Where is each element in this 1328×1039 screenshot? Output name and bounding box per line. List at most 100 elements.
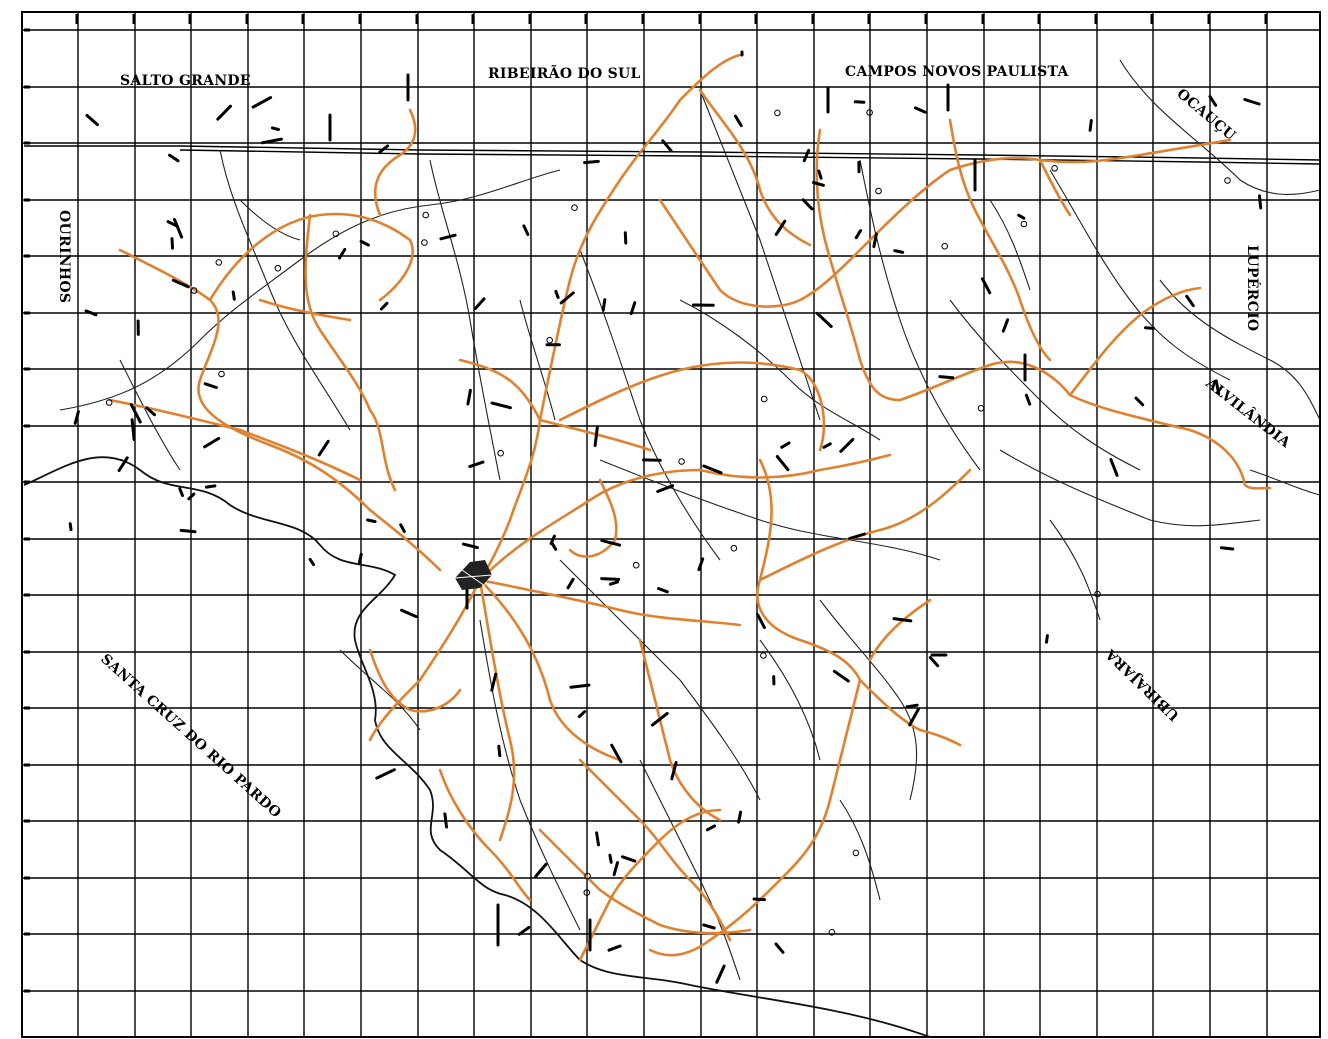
map-frame [21, 11, 1321, 1038]
road-segment [1258, 194, 1263, 210]
road-segment [439, 233, 457, 241]
road-segment [378, 144, 390, 154]
road-segment [1024, 393, 1032, 406]
road-segment [1017, 213, 1026, 220]
road-segment [928, 656, 940, 668]
road-segment [270, 126, 280, 131]
road-segment [774, 219, 787, 236]
road-segment [913, 106, 927, 114]
label-campos-novos-paulista: CAMPOS NOVOS PAULISTA [845, 64, 1069, 80]
label-lupercio: LUPÉRCIO [1244, 245, 1262, 331]
road-segment [517, 926, 531, 936]
point-marker [760, 395, 768, 403]
road-segment [612, 861, 619, 877]
road-segment [468, 460, 485, 469]
unpaved-roads [108, 53, 1272, 962]
road-segment [260, 137, 283, 145]
point-marker [977, 405, 985, 412]
point-marker [546, 336, 554, 344]
road-segments [68, 50, 1263, 984]
road-segment [178, 487, 184, 497]
point-marker [1224, 177, 1231, 184]
road-segment [1001, 318, 1010, 333]
road-segment [130, 418, 136, 441]
point-marker [1094, 590, 1101, 598]
highway-line [24, 145, 1321, 161]
road-segment [715, 964, 726, 984]
road-segment [490, 672, 498, 692]
point-marker [583, 889, 591, 896]
road-segment [697, 557, 705, 572]
road-segment [893, 249, 905, 254]
label-salto-grande: SALTO GRANDE [120, 73, 251, 89]
road-segment [400, 608, 418, 619]
road-segment [187, 492, 196, 501]
road-segment [839, 437, 855, 453]
road-segment [566, 577, 575, 590]
road-segment [443, 812, 448, 829]
point-marker [866, 109, 873, 116]
road-segment [231, 290, 236, 301]
road-segment [780, 441, 791, 449]
road-segment [317, 439, 330, 457]
road-segment [569, 683, 591, 689]
road-segment [853, 100, 866, 104]
road-segment [85, 114, 99, 127]
road-segment [204, 484, 217, 489]
town-center-marker [454, 560, 493, 590]
road-segment [550, 542, 558, 551]
point-marker [274, 264, 282, 272]
point-marker [571, 204, 578, 211]
road-segment [656, 484, 675, 493]
label-ribeirao-do-sul: RIBEIRÃO DO SUL [488, 63, 641, 82]
road-segment [610, 743, 623, 764]
point-marker [105, 399, 113, 406]
point-marker [774, 109, 781, 117]
road-segment [497, 744, 502, 758]
road-segment [559, 291, 575, 305]
road-segment [129, 403, 142, 424]
road-segment [203, 436, 221, 449]
road-segment [1243, 98, 1261, 106]
road-segment [466, 388, 472, 406]
point-marker [218, 370, 225, 378]
road-segment [1214, 379, 1221, 396]
road-segment [522, 224, 530, 236]
road-segment [73, 410, 80, 425]
road-segment [650, 711, 669, 727]
road-segment [534, 862, 548, 878]
road-segment [216, 104, 232, 121]
road-segment [670, 761, 678, 781]
road-segment [817, 169, 823, 180]
road-segment [117, 456, 129, 472]
point-marker [1020, 220, 1028, 228]
road-segment [815, 311, 833, 328]
road-segment [623, 231, 628, 245]
road-segment [737, 810, 743, 824]
road-segment [872, 232, 878, 249]
map-border-ticks [24, 14, 1268, 993]
road-segment [338, 247, 347, 260]
point-marker [828, 929, 836, 936]
road-segment [661, 139, 673, 153]
road-segment [583, 159, 600, 165]
point-marker [584, 872, 591, 880]
road-segment [1208, 95, 1218, 107]
road-segment [490, 401, 512, 410]
road-segment [1134, 396, 1145, 407]
road-segment [251, 96, 273, 109]
road-segment [832, 669, 850, 683]
road-segment [621, 855, 637, 863]
road-segment [657, 587, 669, 594]
road-segment [980, 277, 992, 295]
road-segment [608, 580, 619, 586]
point-marker [422, 211, 430, 219]
road-segment [600, 539, 622, 547]
road-segment [84, 309, 98, 317]
point-markers [105, 109, 1231, 936]
road-segment [607, 944, 622, 952]
road-segment [593, 425, 599, 447]
road-segment [1144, 326, 1156, 330]
point-marker [190, 287, 198, 294]
